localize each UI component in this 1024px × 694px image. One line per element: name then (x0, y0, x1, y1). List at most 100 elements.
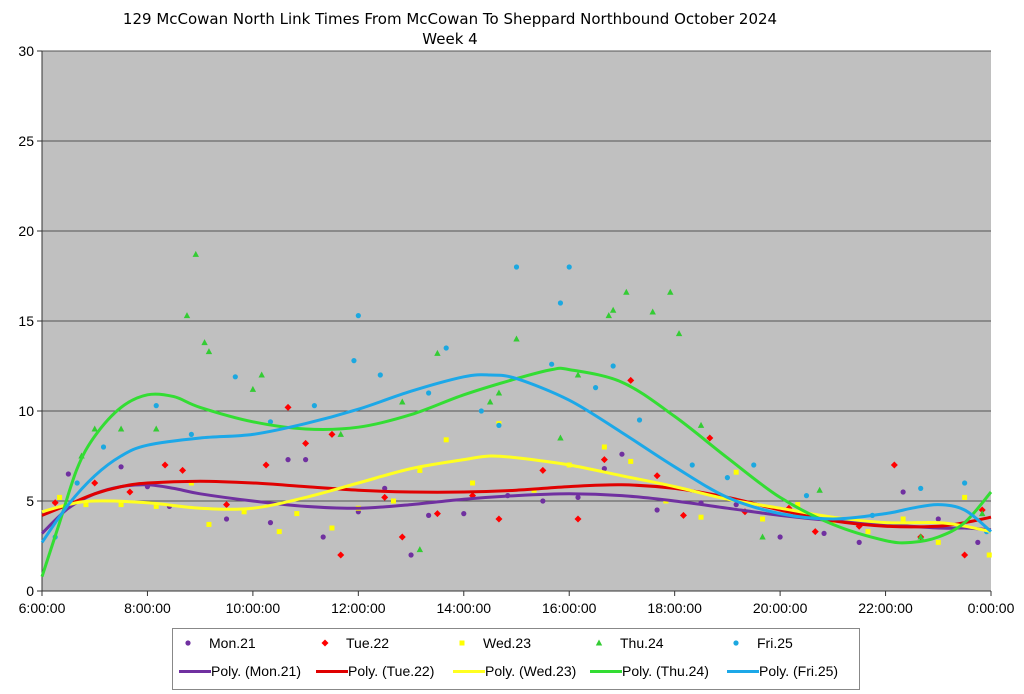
data-point (426, 390, 432, 396)
data-point (205, 348, 213, 355)
legend-markers-row: Mon.21 Tue.22 Wed.23 Thu.24 Fri.25 (173, 629, 859, 657)
legend-item: Poly. (Mon.21) (173, 663, 310, 679)
data-point (223, 501, 231, 509)
data-point (653, 472, 661, 480)
legend-trendlines-row: Poly. (Mon.21) Poly. (Tue.22) Poly. (Wed.2… (173, 657, 859, 685)
data-point (803, 493, 810, 499)
data-point (900, 516, 906, 522)
data-point (698, 514, 704, 520)
data-point (276, 529, 282, 535)
data-point (566, 264, 572, 270)
data-point (486, 398, 494, 405)
data-point (574, 515, 582, 523)
data-point (153, 503, 159, 509)
legend-label: Poly. (Thu.24) (622, 663, 709, 679)
data-point (302, 439, 310, 447)
data-point (377, 372, 383, 378)
data-point (600, 456, 608, 464)
data-point (609, 306, 617, 313)
data-point (65, 471, 71, 477)
data-point (706, 434, 714, 442)
data-point (91, 479, 99, 487)
y-tick-label: 20 (18, 223, 34, 239)
data-point (117, 425, 125, 432)
data-point (961, 551, 969, 559)
marker-shape (595, 639, 603, 646)
data-point (426, 512, 432, 519)
legend-line-icon (179, 669, 211, 673)
marker-shape (733, 640, 739, 646)
data-point (935, 516, 941, 522)
data-point (935, 539, 941, 545)
legend-label: Poly. (Tue.22) (348, 663, 435, 679)
data-point (675, 330, 683, 337)
data-point (549, 361, 555, 367)
data-point (478, 408, 484, 414)
data-point (865, 529, 871, 535)
data-point (628, 458, 634, 464)
data-point (91, 425, 98, 432)
data-point (751, 462, 757, 468)
data-point (74, 480, 80, 486)
legend-item: Thu.24 (584, 635, 721, 651)
legend-label: Poly. (Mon.21) (211, 663, 301, 679)
data-point (816, 486, 823, 493)
data-point (654, 507, 660, 513)
data-point (351, 358, 357, 364)
data-point (118, 502, 124, 508)
data-point (575, 494, 581, 500)
data-point (390, 498, 396, 504)
x-tick-label: 22:00:00 (858, 600, 913, 616)
legend-line-icon (727, 669, 759, 673)
data-point (262, 461, 270, 469)
marker-shape (321, 639, 329, 647)
data-point (223, 516, 230, 522)
legend-item: Poly. (Thu.24) (584, 663, 721, 679)
data-point (83, 502, 89, 508)
data-point (733, 469, 739, 475)
y-tick-label: 10 (18, 403, 34, 419)
data-point (337, 551, 345, 559)
x-tick-label: 8:00:00 (124, 600, 171, 616)
data-point (206, 521, 212, 527)
data-point (434, 349, 441, 356)
data-point (285, 457, 291, 463)
data-point (267, 419, 274, 425)
legend-line-icon (590, 669, 622, 673)
legend-marker-icon (173, 638, 203, 648)
legend-label: Tue.22 (346, 635, 390, 651)
data-point (232, 374, 238, 380)
data-point (667, 288, 674, 295)
legend-label: Poly. (Wed.23) (485, 663, 577, 679)
data-point (610, 363, 616, 369)
y-tick-label: 30 (18, 43, 34, 59)
data-point (355, 313, 361, 319)
data-point (126, 488, 134, 496)
legend-item: Poly. (Wed.23) (447, 663, 584, 679)
data-point (890, 461, 898, 469)
data-point (51, 499, 59, 507)
data-point (470, 480, 476, 486)
data-point (540, 498, 546, 504)
legend-item: Poly. (Tue.22) (310, 663, 447, 679)
data-point (557, 300, 564, 306)
data-point (417, 467, 423, 473)
data-point (153, 425, 160, 432)
data-point (917, 533, 924, 540)
data-point (188, 480, 194, 486)
data-point (978, 506, 986, 514)
data-point (408, 552, 414, 558)
data-point (100, 444, 107, 450)
data-point (962, 494, 968, 500)
legend-item: Fri.25 (721, 635, 858, 651)
data-point (975, 539, 981, 546)
data-point (329, 525, 335, 531)
data-point (179, 466, 187, 474)
marker-shape (459, 640, 465, 646)
legend-label: Fri.25 (757, 635, 793, 651)
data-point (623, 288, 630, 295)
data-point (636, 417, 643, 423)
data-point (311, 403, 317, 409)
data-point (733, 502, 739, 508)
